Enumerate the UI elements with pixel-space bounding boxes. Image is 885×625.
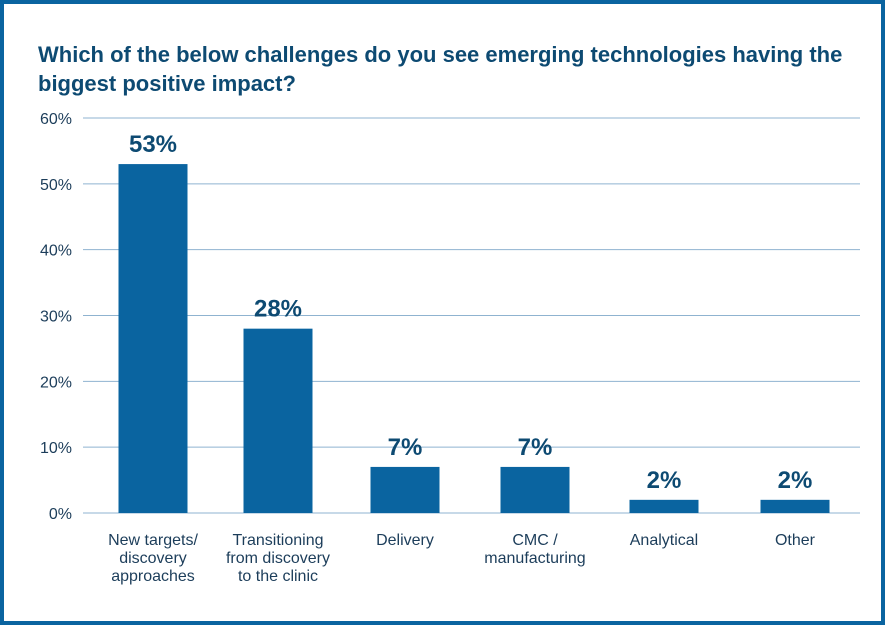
- data-label: 53%: [129, 131, 177, 158]
- y-tick-label: 60%: [40, 111, 72, 128]
- bar: [760, 499, 830, 513]
- bar-chart: 0% 10% 20% 30% 40% 50% 60% 53% New targets/disco…: [40, 111, 860, 585]
- chart-title: Which of the below challenges do you see…: [38, 42, 843, 96]
- y-tick-label: 0%: [49, 506, 72, 523]
- y-tick-label: 40%: [40, 243, 72, 260]
- bar: [629, 499, 699, 513]
- data-label: 28%: [254, 296, 302, 323]
- data-label: 7%: [518, 434, 553, 461]
- bar: [243, 328, 313, 513]
- y-tick-label: 30%: [40, 309, 72, 326]
- y-tick-label: 10%: [40, 440, 72, 457]
- bar: [370, 466, 440, 513]
- data-label: 7%: [388, 434, 423, 461]
- category-label: New targets/discovery approaches: [108, 532, 198, 585]
- category-label: CMC / manufacturing: [484, 532, 585, 567]
- y-tick-label: 50%: [40, 177, 72, 194]
- category-label: Analytical: [630, 532, 698, 549]
- category-label: Other: [775, 532, 816, 549]
- y-tick-label: 20%: [40, 374, 72, 391]
- data-label: 2%: [778, 467, 813, 494]
- data-label: 2%: [647, 467, 682, 494]
- category-label: Delivery: [376, 532, 434, 549]
- category-label: Transitioning from discovery to the clinic: [226, 532, 330, 585]
- bar: [118, 164, 188, 514]
- bar: [500, 466, 570, 513]
